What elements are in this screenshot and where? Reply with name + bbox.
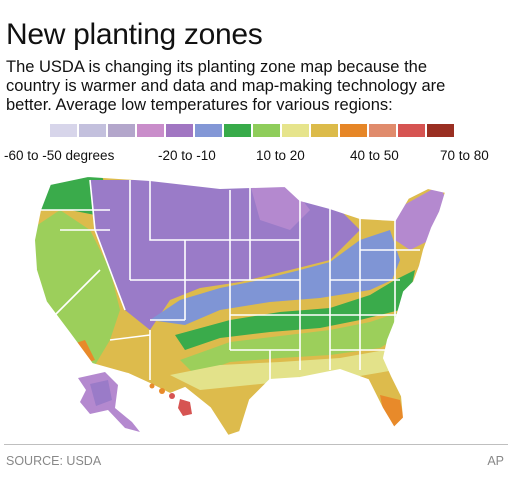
west-coast-zone bbox=[34, 210, 120, 365]
page-title: New planting zones bbox=[6, 18, 263, 51]
legend-tick-label: 10 to 20 bbox=[256, 148, 305, 163]
temperature-legend bbox=[50, 124, 456, 138]
legend-swatch bbox=[195, 124, 222, 137]
legend-swatch bbox=[50, 124, 77, 137]
south-florida-zone bbox=[380, 395, 404, 428]
legend-swatch bbox=[427, 124, 454, 137]
legend-swatch bbox=[282, 124, 309, 137]
transition-zone bbox=[180, 312, 400, 375]
hawaii-island bbox=[169, 393, 175, 399]
alaska-interior bbox=[90, 380, 112, 406]
legend-swatch bbox=[253, 124, 280, 137]
hawaii-island bbox=[159, 388, 165, 394]
central-zone bbox=[150, 230, 400, 325]
source-credit: SOURCE: USDA bbox=[6, 454, 102, 468]
legend-tick-label: -20 to -10 bbox=[158, 148, 216, 163]
legend-swatch bbox=[224, 124, 251, 137]
midwest-zone bbox=[175, 270, 415, 350]
footer-divider bbox=[4, 444, 508, 445]
legend-tick-label: 40 to 50 bbox=[350, 148, 399, 163]
subtitle-line-1: The USDA is changing its planting zone m… bbox=[6, 58, 428, 76]
subtitle-line-3: better. Average low temperatures for var… bbox=[6, 96, 393, 114]
legend-tick-label: 70 to 80 bbox=[440, 148, 489, 163]
legend-tick-labels: -60 to -50 degrees -20 to -10 10 to 20 4… bbox=[0, 148, 512, 164]
alaska-main bbox=[78, 372, 140, 432]
us-planting-zone-map bbox=[32, 174, 448, 438]
legend-swatch bbox=[79, 124, 106, 137]
agency-credit: AP bbox=[487, 454, 504, 468]
hawaii-big-island bbox=[178, 399, 192, 416]
legend-swatch bbox=[398, 124, 425, 137]
legend-swatch bbox=[340, 124, 367, 137]
southern-zone bbox=[170, 350, 395, 390]
legend-tick-label: -60 to -50 degrees bbox=[4, 148, 115, 163]
subtitle: The USDA is changing its planting zone m… bbox=[6, 58, 506, 115]
legend-swatch bbox=[108, 124, 135, 137]
alaska-inset bbox=[78, 372, 140, 432]
legend-swatch bbox=[166, 124, 193, 137]
hawaii-island bbox=[149, 383, 155, 389]
northeast-zone bbox=[395, 185, 446, 250]
legend-swatch bbox=[311, 124, 338, 137]
subtitle-line-2: country is warmer and data and map-makin… bbox=[6, 77, 446, 95]
state-borders bbox=[40, 179, 420, 380]
legend-swatch bbox=[369, 124, 396, 137]
hawaii-inset bbox=[149, 383, 192, 416]
legend-swatch bbox=[137, 124, 164, 137]
us-outline bbox=[32, 174, 448, 438]
